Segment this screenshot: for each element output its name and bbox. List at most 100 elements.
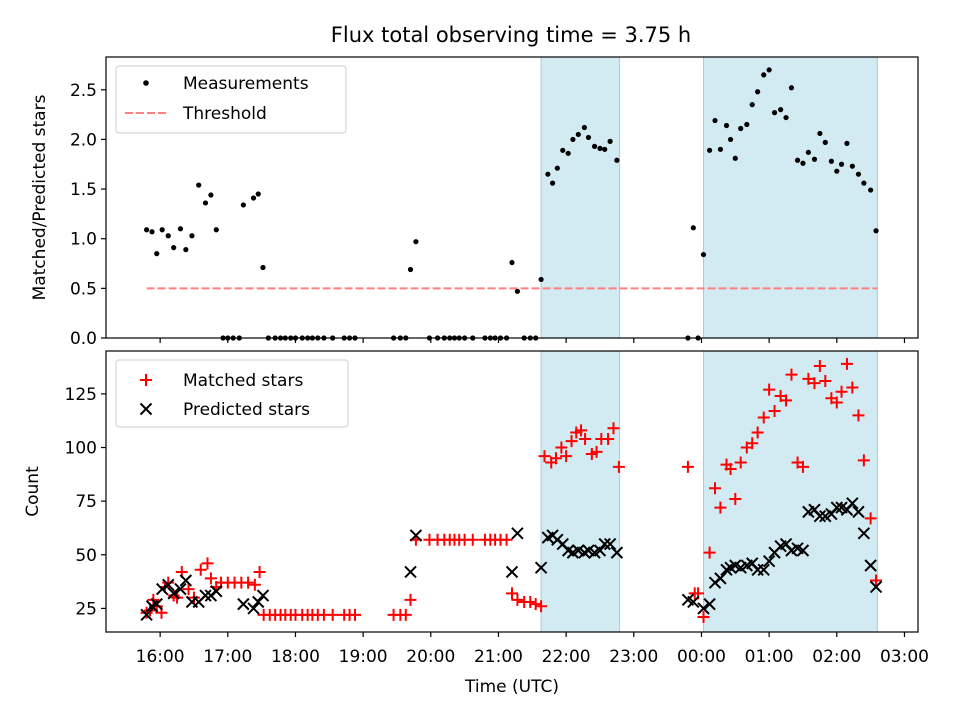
measurement-point: [260, 264, 266, 271]
predicted-star-point: [857, 527, 871, 540]
matched-star-point: [852, 409, 865, 422]
bottom-y-axis-label: Count: [23, 466, 43, 517]
measurement-point: [607, 138, 613, 144]
measurement-point: [545, 171, 551, 177]
predicted-star-point: [598, 537, 611, 551]
matched-star-point: [575, 424, 588, 437]
matched-star-point: [846, 381, 859, 394]
measurement-point: [554, 165, 560, 171]
measurement-point: [868, 187, 874, 193]
matched-star-point: [555, 441, 568, 454]
predicted-star-point: [714, 572, 727, 585]
matched-star-point: [602, 432, 615, 445]
count-points: [140, 357, 883, 623]
measurement-point: [844, 140, 850, 146]
measurement-point: [755, 89, 761, 95]
y-tick-label: 2.5: [70, 81, 97, 101]
matched-star-point: [780, 394, 793, 407]
matched-star-point: [326, 608, 339, 621]
measurement-point: [700, 251, 707, 258]
predicted-star-point: [150, 597, 163, 611]
measurement-point: [575, 131, 581, 138]
measurement-point: [514, 288, 521, 294]
matched-star-point: [579, 432, 592, 445]
x-tick-label: 18:00: [271, 647, 320, 667]
measurement-point: [585, 134, 592, 141]
matched-star-point: [813, 360, 826, 373]
matched-star-point: [529, 598, 542, 611]
matched-star-point: [835, 385, 848, 398]
matched-star-point: [746, 437, 759, 450]
measurement-point: [690, 225, 696, 231]
matched-star-point: [349, 608, 362, 621]
measurement-point: [838, 161, 845, 167]
measurement-point: [834, 168, 840, 174]
matched-star-point: [511, 593, 524, 606]
top-x-ticks: [159, 338, 906, 343]
measurement-point: [849, 163, 855, 169]
predicted-star-point: [174, 582, 187, 596]
matched-star-point: [612, 460, 625, 473]
measurement-point: [591, 143, 598, 149]
matched-star-point: [404, 593, 417, 606]
predicted-star-point: [697, 602, 710, 615]
bottom-shaded-bands: [540, 350, 878, 633]
matched-star-point: [565, 435, 578, 448]
measurement-point: [240, 202, 246, 208]
matched-star-point: [399, 608, 412, 621]
matched-star-point: [524, 595, 537, 608]
measurement-point: [183, 247, 189, 253]
matched-star-point: [796, 460, 809, 473]
measurement-point: [778, 107, 784, 113]
matched-star-point: [857, 454, 870, 467]
measurement-point: [723, 122, 730, 129]
predicted-star-point: [162, 578, 175, 592]
measurement-point: [873, 228, 879, 234]
x-tick-label: 20:00: [406, 647, 455, 667]
bottom-plot-frame: [105, 350, 919, 633]
matched-star-point: [734, 456, 747, 469]
predicted-star-point: [199, 589, 212, 602]
top-y-axis-label: Matched/Predicted stars: [30, 94, 50, 300]
x-tick-label: 22:00: [542, 647, 591, 667]
matched-star-point: [162, 576, 175, 589]
measurement-point: [817, 130, 823, 137]
shaded-band: [702, 350, 878, 633]
measurement-point: [597, 145, 603, 151]
y-tick-label: 0.0: [70, 329, 97, 349]
predicted-star-point: [813, 509, 827, 523]
x-tick-label: 16:00: [136, 647, 185, 667]
predicted-star-point: [404, 565, 417, 579]
matched-star-point: [763, 383, 776, 396]
measurement-point: [250, 195, 257, 201]
matched-star-point: [840, 357, 853, 370]
measurement-point: [800, 160, 806, 166]
matched-star-point: [808, 377, 821, 390]
legend-matched-label: Matched stars: [183, 371, 303, 391]
measurement-point: [565, 150, 571, 156]
predicted-star-point: [603, 537, 617, 551]
measurement-point: [727, 136, 734, 143]
measurement-point: [407, 266, 414, 273]
figure-title: Flux total observing time = 3.75 h: [331, 23, 691, 47]
predicted-star-point: [864, 559, 877, 572]
measurement-point: [581, 124, 588, 131]
measurement-point: [732, 155, 738, 161]
y-tick-label: 75: [75, 492, 97, 512]
predicted-star-point: [179, 574, 193, 587]
top-legend-box: [115, 65, 347, 134]
matched-star-point: [201, 557, 214, 570]
matched-star-point: [500, 533, 513, 546]
measurement-point: [861, 180, 867, 186]
y-tick-label: 125: [65, 385, 97, 405]
measurement-point: [208, 192, 214, 198]
x-axis-label: Time (UTC): [464, 677, 559, 697]
top-shaded-bands: [540, 56, 878, 339]
measurement-point: [783, 114, 789, 121]
predicted-star-point: [703, 597, 716, 611]
x-tick-label: 00:00: [677, 647, 726, 667]
matched-star-point: [751, 426, 764, 439]
predicted-star-point: [167, 587, 180, 600]
bottom-panel-counts: 25 50 75 100 125 16:00 17:00 18:00 19:00 20:00 21…: [23, 350, 929, 697]
